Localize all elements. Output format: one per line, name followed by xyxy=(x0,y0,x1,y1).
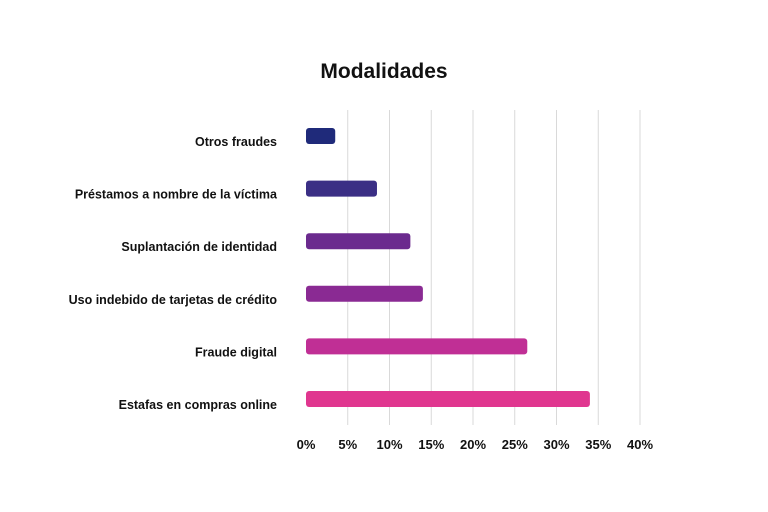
bars xyxy=(306,128,590,407)
category-labels: Otros fraudes Préstamos a nombre de la ví… xyxy=(69,135,278,412)
category-label: Fraude digital xyxy=(195,345,277,359)
x-tick-label: 35% xyxy=(585,437,611,452)
chart-title: Modalidades xyxy=(320,60,448,83)
x-tick-label: 15% xyxy=(418,437,444,452)
x-tick-label: 0% xyxy=(297,437,316,452)
x-tick-label: 10% xyxy=(376,437,402,452)
bar xyxy=(306,285,423,302)
x-axis-ticks: 0% 5% 10% 15% 20% 25% 30% 35% 40% xyxy=(297,437,654,452)
bar xyxy=(306,391,590,407)
bar xyxy=(306,128,336,144)
bar xyxy=(306,338,528,355)
bar xyxy=(306,233,411,250)
x-tick-label: 40% xyxy=(627,437,653,452)
category-label: Otros fraudes xyxy=(195,135,277,149)
grid-lines xyxy=(347,110,641,425)
category-label: Estafas en compras online xyxy=(119,398,277,412)
category-label: Préstamos a nombre de la víctima xyxy=(75,188,278,202)
x-tick-label: 5% xyxy=(338,437,357,452)
x-tick-label: 30% xyxy=(543,437,569,452)
bar xyxy=(306,180,377,197)
x-tick-label: 20% xyxy=(460,437,486,452)
category-label: Suplantación de identidad xyxy=(121,240,277,254)
category-label: Uso indebido de tarjetas de crédito xyxy=(69,293,278,307)
x-tick-label: 25% xyxy=(502,437,528,452)
